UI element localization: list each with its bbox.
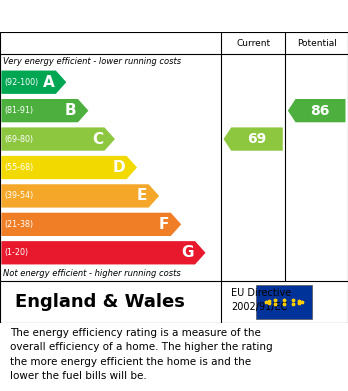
Text: F: F <box>159 217 169 232</box>
Polygon shape <box>1 184 159 208</box>
Bar <box>256 285 311 319</box>
Text: (92-100): (92-100) <box>4 78 38 87</box>
Text: (39-54): (39-54) <box>4 192 33 201</box>
Text: A: A <box>43 75 54 90</box>
Text: Energy Efficiency Rating: Energy Efficiency Rating <box>10 9 231 23</box>
Text: D: D <box>112 160 125 175</box>
Polygon shape <box>1 241 206 264</box>
Text: Potential: Potential <box>297 38 337 47</box>
Text: England & Wales: England & Wales <box>15 293 184 311</box>
Polygon shape <box>1 213 181 236</box>
Text: The energy efficiency rating is a measure of the
overall efficiency of a home. T: The energy efficiency rating is a measur… <box>10 328 273 381</box>
Text: 86: 86 <box>310 104 330 118</box>
Text: Current: Current <box>236 38 270 47</box>
Text: Very energy efficient - lower running costs: Very energy efficient - lower running co… <box>3 57 182 66</box>
Text: (1-20): (1-20) <box>4 248 28 257</box>
Text: (21-38): (21-38) <box>4 220 33 229</box>
Text: EU Directive
2002/91/EC: EU Directive 2002/91/EC <box>231 288 292 312</box>
Polygon shape <box>1 70 66 94</box>
Text: Not energy efficient - higher running costs: Not energy efficient - higher running co… <box>3 269 181 278</box>
Text: G: G <box>181 245 194 260</box>
Text: E: E <box>137 188 147 203</box>
Text: (81-91): (81-91) <box>4 106 33 115</box>
Text: (69-80): (69-80) <box>4 135 33 143</box>
Polygon shape <box>223 127 283 151</box>
Text: C: C <box>92 131 103 147</box>
Polygon shape <box>1 156 137 179</box>
Text: (55-68): (55-68) <box>4 163 33 172</box>
Text: B: B <box>65 103 77 118</box>
Polygon shape <box>288 99 346 122</box>
Text: 69: 69 <box>247 132 266 146</box>
Polygon shape <box>1 127 115 151</box>
Polygon shape <box>1 99 88 122</box>
